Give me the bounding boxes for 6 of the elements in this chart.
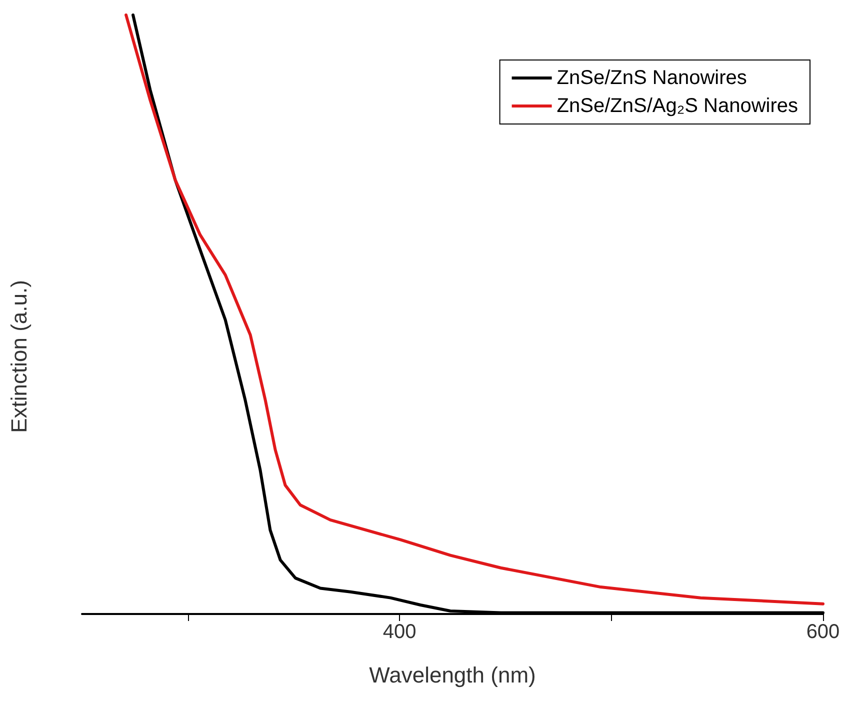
x-tick-label: 400 <box>382 621 416 643</box>
x-axis-title: Wavelength (nm) <box>369 662 536 688</box>
legend-label: ZnSe/ZnS Nanowires <box>556 67 747 89</box>
y-axis-title: Extinction (a.u.) <box>6 280 32 433</box>
legend-label: ZnSe/ZnS/Ag₂S Nanowires <box>556 95 798 117</box>
x-tick-label: 600 <box>806 621 840 643</box>
